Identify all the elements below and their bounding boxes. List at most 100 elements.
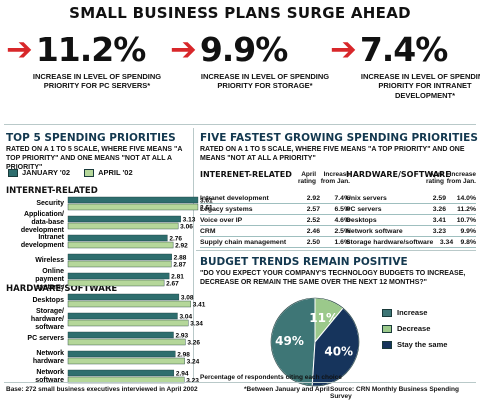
divider: [4, 382, 476, 383]
stat-description: INCREASE IN LEVEL OF SPENDING PRIORITY F…: [200, 72, 330, 91]
bar-april: [67, 241, 174, 249]
row-rating: 3.23: [432, 227, 446, 235]
divider: [193, 128, 194, 382]
table-title-internet: INTERENET-RELATED: [200, 170, 292, 179]
row-increase: 6.5%: [334, 205, 351, 213]
pie-legend-increase: Increase: [382, 308, 427, 317]
bar-category-label: Online payment systems: [35, 268, 64, 291]
fastest-subtitle: RATED ON A 1 TO 5 SCALE, WHERE FIVE MEAN…: [200, 146, 465, 162]
arrow-right-icon: ➔: [330, 31, 357, 67]
footer-note: *Between January and April: [244, 386, 330, 393]
bar-value-label: 3.13: [183, 217, 196, 224]
bar-april: [67, 338, 186, 346]
bar-value-label: 3.06: [180, 224, 193, 231]
stat-description: INCREASE IN LEVEL OF SPENDING PRIORITY F…: [32, 72, 162, 91]
bar-april: [67, 279, 165, 287]
budget-question: "DO YOU EXPECT YOUR COMPANY'S TECHNOLOGY…: [200, 270, 466, 286]
table-title-hardware: HARDWARE/SOFTWARE: [346, 170, 451, 179]
pie-legend-stay: Stay the same: [382, 340, 447, 349]
bar-value-label: 2.98: [177, 352, 190, 359]
row-rating: 2.59: [432, 194, 446, 202]
legend-item-january: JANUARY '02: [8, 168, 70, 177]
stat-description: INCREASE IN LEVEL OF SPENDING PRIORITY F…: [360, 72, 480, 100]
bar-category-label: Wireless: [35, 257, 64, 264]
row-name: Storage hardware/software: [346, 238, 434, 246]
page-title: SMALL BUSINESS PLANS SURGE AHEAD: [69, 4, 411, 22]
table-row: Unix servers 2.59 14.0%: [346, 193, 476, 204]
row-increase: 10.7%: [456, 216, 476, 224]
row-rating: 3.26: [432, 205, 446, 213]
bar-category-label: Security: [36, 200, 64, 207]
legend-swatch: [382, 308, 392, 317]
bar-category-label: Network hardware: [33, 350, 64, 365]
table-row: Voice over IP 2.52 4.6%: [200, 215, 350, 226]
bar-value-label: 2.76: [169, 236, 182, 243]
bar-april: [67, 300, 191, 308]
legend-label: Stay the same: [397, 340, 448, 349]
top5-subtitle: RATED ON A 1 TO 5 SCALE, WHERE FIVE MEAN…: [6, 146, 183, 171]
legend-swatch: [382, 324, 392, 333]
bar-april: [67, 376, 185, 384]
legend-label: JANUARY '02: [22, 168, 71, 177]
bar-category-label: Application/data-base development: [21, 211, 65, 234]
row-name: Unix servers: [346, 194, 387, 202]
row-rating: 2.46: [306, 227, 320, 235]
bar-value-label: 2.88: [174, 255, 187, 262]
bar-category-label: PC servers: [27, 335, 64, 342]
arrow-right-icon: ➔: [170, 31, 197, 67]
row-name: CRM: [200, 227, 216, 235]
table-row: Desktops 3.41 10.7%: [346, 215, 476, 226]
table-row: Supply chain management 2.50 1.6%: [200, 237, 350, 248]
row-rating: 3.41: [432, 216, 446, 224]
fastest-title: FIVE FASTEST GROWING SPENDING PRIORITIES: [200, 132, 478, 144]
budget-title: BUDGET TRENDS REMAIN POSITIVE: [200, 256, 408, 268]
col-header-increase: Increase from Jan.: [446, 171, 476, 186]
pie-note: Percentage of respondents citing each ch…: [200, 374, 342, 381]
pie-slice-label: 49%: [275, 334, 304, 348]
bar-category-label: Intranet development: [21, 234, 65, 249]
legend-label: Increase: [397, 308, 428, 317]
row-rating: 2.50: [306, 238, 320, 246]
group-title-hardware: HARDWARE/SOFTWARE: [6, 284, 118, 294]
bar-april: [67, 260, 172, 268]
bar-value-label: 3.24: [187, 359, 200, 366]
stat-storage: ➔ 9.9% INCREASE IN LEVEL OF SPENDING PRIO…: [170, 30, 330, 91]
row-name: Voice over IP: [200, 216, 243, 224]
stat-value: 7.4%: [359, 29, 449, 69]
footer-base: Base: 272 small business executives inte…: [6, 386, 198, 393]
stat-value: 11.2%: [35, 29, 146, 69]
row-increase: 7.4%: [334, 194, 351, 202]
row-name: Desktops: [346, 216, 377, 224]
row-rating: 3.34: [439, 238, 454, 246]
bar-value-label: 3.34: [190, 321, 203, 328]
bar-january: [67, 293, 180, 301]
pie-outline: [270, 297, 360, 387]
bar-legend: JANUARY '02 APRIL '02: [8, 168, 133, 177]
col-header-rating: April rating: [297, 171, 316, 186]
bar-april: [67, 319, 189, 327]
bar-category-label: Desktops: [32, 297, 64, 304]
row-name: Intranet development: [200, 194, 269, 202]
bar-value-label: 3.08: [181, 295, 194, 302]
pie-legend-decrease: Decrease: [382, 324, 430, 333]
legend-swatch: [382, 340, 392, 349]
bar-january: [67, 253, 172, 261]
bar-value-label: 2.87: [173, 262, 186, 269]
bar-value-label: 3.04: [179, 314, 192, 321]
row-increase: 2.5%: [334, 227, 351, 235]
bar-january: [67, 331, 174, 339]
bar-january: [67, 350, 176, 358]
row-rating: 2.57: [306, 205, 320, 213]
row-name: Supply chain management: [200, 238, 287, 246]
bar-value-label: 3.61: [200, 198, 213, 205]
stat-pc-servers: ➔ 11.2% INCREASE IN LEVEL OF SPENDING PRI…: [6, 30, 166, 91]
legend-label: Decrease: [397, 324, 431, 333]
bar-april: [67, 357, 185, 365]
bar-value-label: 3.61: [200, 205, 213, 212]
row-increase: 11.2%: [457, 205, 476, 213]
bar-january: [67, 369, 175, 377]
bar-category-label: Storage/hardware/software: [31, 308, 64, 331]
row-increase: 9.8%: [460, 238, 477, 246]
bar-april: [67, 222, 179, 230]
